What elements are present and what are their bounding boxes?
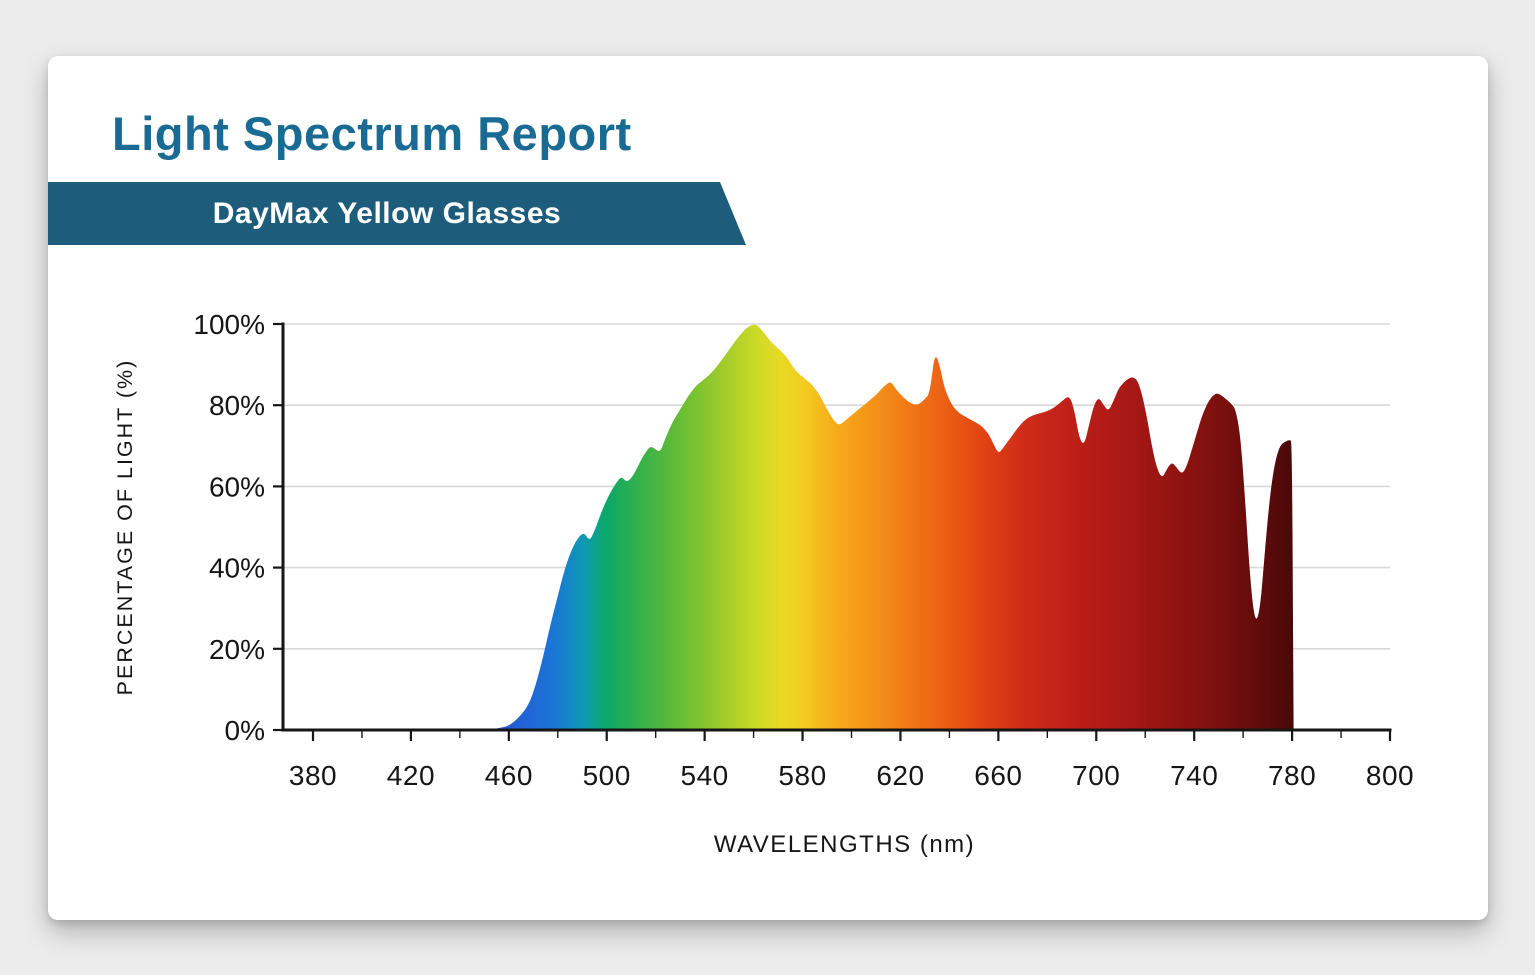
svg-text:40%: 40% xyxy=(209,553,265,584)
spectrum-chart: 380 420 460 500 540 580 620 660 700 740 780 800 0% 20… xyxy=(48,56,1488,920)
svg-text:620: 620 xyxy=(876,760,924,791)
svg-text:800: 800 xyxy=(1366,760,1414,791)
page-title: Light Spectrum Report xyxy=(112,107,632,160)
svg-text:0%: 0% xyxy=(225,715,265,746)
svg-text:780: 780 xyxy=(1268,760,1316,791)
svg-text:420: 420 xyxy=(387,760,435,791)
svg-text:660: 660 xyxy=(974,760,1022,791)
svg-text:100%: 100% xyxy=(193,309,265,340)
spectrum-area xyxy=(459,324,1294,730)
x-tick-labels: 380 420 460 500 540 580 620 660 700 740 780 800 xyxy=(289,760,1414,791)
svg-text:500: 500 xyxy=(583,760,631,791)
product-banner-label: DayMax Yellow Glasses xyxy=(212,196,562,230)
svg-text:580: 580 xyxy=(778,760,826,791)
axes xyxy=(281,322,1392,732)
spectrum-chart-svg: 380 420 460 500 540 580 620 660 700 740 780 800 0% 20… xyxy=(113,309,1414,858)
svg-text:380: 380 xyxy=(289,760,337,791)
y-axis-title: PERCENTAGE OF LIGHT (%) xyxy=(113,359,137,696)
report-card: Light Spectrum Report DayMax Yellow Glas… xyxy=(48,56,1488,920)
svg-text:20%: 20% xyxy=(209,634,265,665)
svg-text:700: 700 xyxy=(1072,760,1120,791)
tick-marks xyxy=(273,322,1392,741)
svg-text:540: 540 xyxy=(681,760,729,791)
svg-text:740: 740 xyxy=(1170,760,1218,791)
svg-text:80%: 80% xyxy=(209,390,265,421)
svg-text:60%: 60% xyxy=(209,471,265,502)
y-tick-labels: 0% 20% 40% 60% 80% 100% xyxy=(193,309,265,746)
svg-text:460: 460 xyxy=(485,760,533,791)
x-axis-title: WAVELENGTHS (nm) xyxy=(714,831,975,858)
product-banner: DayMax Yellow Glasses xyxy=(48,182,746,245)
